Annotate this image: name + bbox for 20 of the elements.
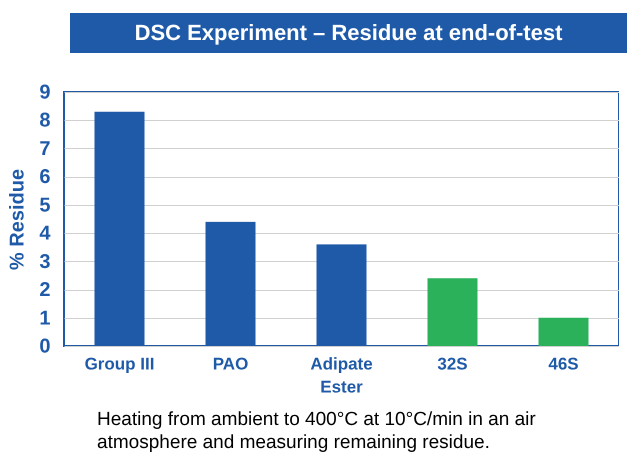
x-tick-label: Group III <box>84 354 154 374</box>
bar <box>428 278 478 346</box>
x-tick-label: 32S <box>437 354 468 374</box>
y-axis-title: % Residue <box>6 168 28 270</box>
y-tick-label: 5 <box>39 194 50 216</box>
y-tick-label: 6 <box>39 166 50 188</box>
text: Heating from ambient to 400°C at 10°C/min in an air atmosphere and measuring remaining residue. <box>97 408 537 454</box>
bar <box>538 318 588 346</box>
y-tick-label: 8 <box>39 110 50 132</box>
y-tick-label: 0 <box>39 336 50 358</box>
y-tick-label: 2 <box>39 279 50 302</box>
y-tick-label: 7 <box>39 138 50 160</box>
x-tick-label: 46S <box>548 354 579 374</box>
y-tick-label: 9 <box>39 82 50 104</box>
y-tick-label: 4 <box>39 222 52 245</box>
x-tick-label: Adipate Ester <box>310 354 373 396</box>
x-tick-label: PAO <box>212 354 248 374</box>
chart-title: DSC Experiment – Residue at end-of-test <box>70 13 627 53</box>
y-tick-label: 3 <box>39 250 50 273</box>
y-tick-label: 1 <box>39 307 50 330</box>
